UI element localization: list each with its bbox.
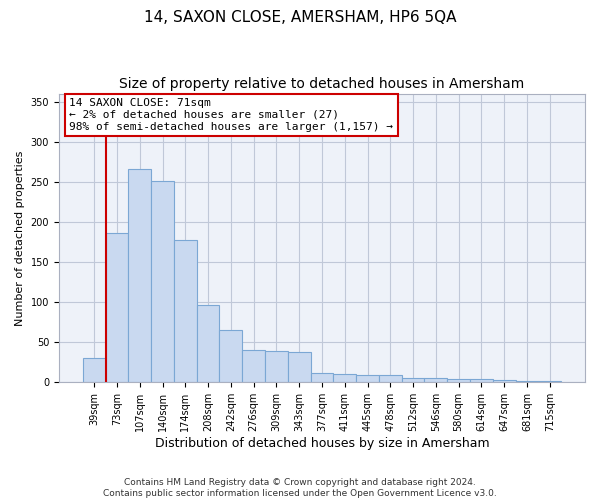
Bar — [447, 379, 470, 382]
Bar — [128, 168, 151, 382]
Bar — [311, 372, 334, 382]
Y-axis label: Number of detached properties: Number of detached properties — [15, 150, 25, 326]
Bar — [470, 379, 493, 382]
Bar — [151, 180, 174, 382]
X-axis label: Distribution of detached houses by size in Amersham: Distribution of detached houses by size … — [155, 437, 489, 450]
Bar — [242, 350, 265, 382]
Bar — [288, 352, 311, 382]
Text: 14, SAXON CLOSE, AMERSHAM, HP6 5QA: 14, SAXON CLOSE, AMERSHAM, HP6 5QA — [144, 10, 456, 25]
Bar — [334, 374, 356, 382]
Bar — [83, 358, 106, 382]
Bar — [401, 378, 424, 382]
Text: 14 SAXON CLOSE: 71sqm
← 2% of detached houses are smaller (27)
98% of semi-detac: 14 SAXON CLOSE: 71sqm ← 2% of detached h… — [70, 98, 394, 132]
Bar — [265, 351, 288, 382]
Bar — [174, 240, 197, 382]
Title: Size of property relative to detached houses in Amersham: Size of property relative to detached ho… — [119, 78, 524, 92]
Bar — [106, 232, 128, 382]
Bar — [197, 306, 220, 382]
Bar — [515, 380, 538, 382]
Bar — [220, 330, 242, 382]
Bar — [424, 378, 447, 382]
Text: Contains HM Land Registry data © Crown copyright and database right 2024.
Contai: Contains HM Land Registry data © Crown c… — [103, 478, 497, 498]
Bar — [493, 380, 515, 382]
Bar — [379, 375, 401, 382]
Bar — [538, 380, 561, 382]
Bar — [356, 375, 379, 382]
